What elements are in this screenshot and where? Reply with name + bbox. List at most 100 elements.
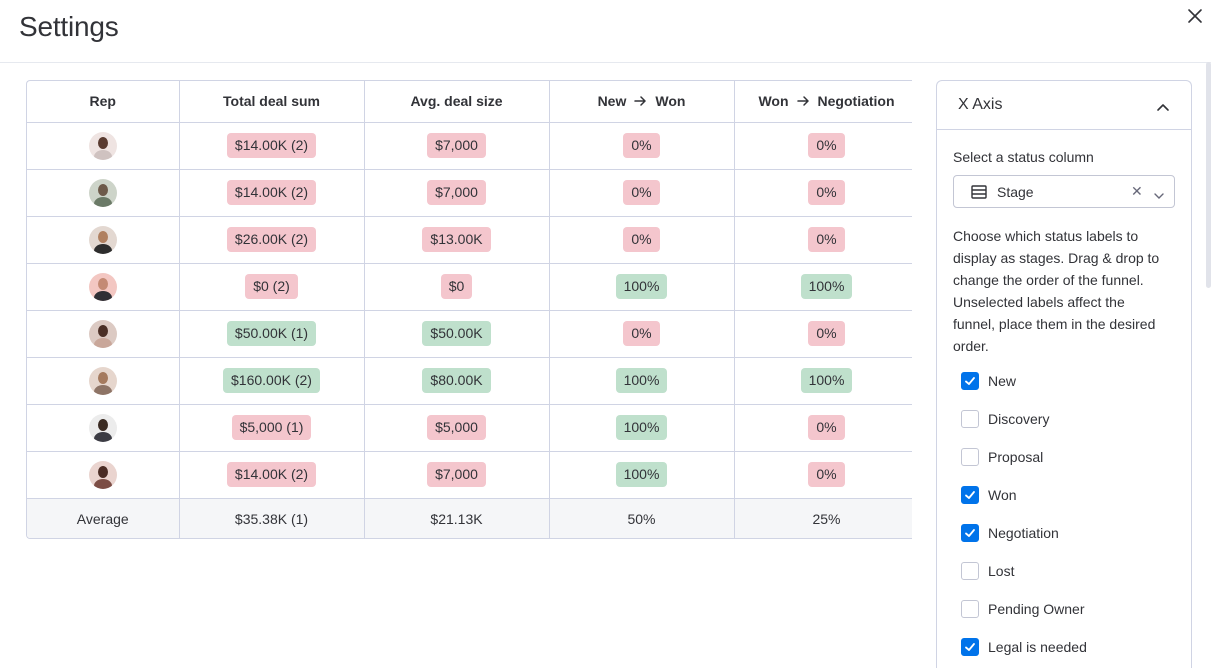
new-to-won-cell: 0%	[549, 122, 735, 170]
stage-option-won[interactable]: Won	[961, 485, 1017, 505]
stage-option-discovery[interactable]: Discovery	[961, 409, 1049, 429]
checkmark-icon	[965, 491, 975, 499]
table-row: $50.00K (1) $50.00K 0% 0%	[27, 310, 912, 358]
avatar[interactable]	[88, 413, 117, 442]
option-label: Discovery	[988, 411, 1050, 427]
avatar[interactable]	[88, 366, 117, 395]
total-deal-sum-cell: $160.00K (2)	[179, 357, 365, 405]
conversion-badge: 0%	[808, 227, 845, 252]
from-stage-label: New	[597, 92, 627, 109]
rep-cell	[27, 357, 180, 405]
stage-option-new[interactable]: New	[961, 371, 1016, 391]
avg-deal-size-cell: $5,000	[364, 404, 550, 452]
new-to-won-cell: 0%	[549, 310, 735, 358]
avatar[interactable]	[88, 225, 117, 254]
stage-option-negotiation[interactable]: Negotiation	[961, 523, 1059, 543]
won-to-negotiation-cell: 0%	[734, 122, 912, 170]
avg-deal-size-cell: $80.00K	[364, 357, 550, 405]
total-deal-sum-cell: $14.00K (2)	[179, 451, 365, 499]
total-deal-sum-badge: $160.00K (2)	[223, 368, 320, 393]
avatar[interactable]	[88, 460, 117, 489]
conversion-badge: 0%	[808, 415, 845, 440]
chevron-down-icon[interactable]	[1154, 187, 1164, 205]
stage-option-proposal[interactable]: Proposal	[961, 447, 1043, 467]
avg-deal-size-badge: $7,000	[427, 462, 486, 487]
avatar[interactable]	[88, 319, 117, 348]
table-row: $0 (2) $0 100% 100%	[27, 263, 912, 311]
table-row: $14.00K (2) $7,000 0% 0%	[27, 169, 912, 217]
table-row: $26.00K (2) $13.00K 0% 0%	[27, 216, 912, 264]
total-deal-sum-cell: $50.00K (1)	[179, 310, 365, 358]
table-icon	[971, 185, 987, 204]
x-axis-panel: X Axis Select a status column Stage ✕ Ch…	[936, 80, 1192, 668]
rep-cell	[27, 122, 180, 170]
avg-deal-size-cell: $50.00K	[364, 310, 550, 358]
avg-deal-size-cell: $13.00K	[364, 216, 550, 264]
to-stage-label: Won	[655, 92, 686, 109]
checkbox[interactable]	[961, 448, 979, 466]
table-row: $14.00K (2) $7,000 100% 0%	[27, 451, 912, 499]
new-to-won-cell: 0%	[549, 169, 735, 217]
won-to-negotiation-cell: 0%	[734, 451, 912, 499]
checkbox[interactable]	[961, 524, 979, 542]
avatar[interactable]	[88, 272, 117, 301]
checkmark-icon	[965, 529, 975, 537]
avatar[interactable]	[88, 131, 117, 160]
total-deal-sum-badge: $0 (2)	[245, 274, 298, 299]
new-to-won-cell: 100%	[549, 404, 735, 452]
rep-cell	[27, 169, 180, 217]
rep-cell	[27, 404, 180, 452]
checkbox[interactable]	[961, 600, 979, 618]
conversion-badge: 0%	[623, 180, 660, 205]
conversion-badge: 0%	[808, 321, 845, 346]
conversion-badge: 100%	[615, 274, 668, 299]
checkbox[interactable]	[961, 562, 979, 580]
option-label: Proposal	[988, 449, 1044, 465]
stage-option-pending-owner[interactable]: Pending Owner	[961, 599, 1085, 619]
avg-deal-size-badge: $13.00K	[422, 227, 491, 252]
avg-deal-size-badge: $80.00K	[422, 368, 491, 393]
avg-deal-size-cell: $7,000	[364, 169, 550, 217]
clear-icon[interactable]: ✕	[1131, 183, 1143, 199]
checkbox[interactable]	[961, 486, 979, 504]
avg-deal-size-cell: $7,000	[364, 122, 550, 170]
stage-option-legal-is-needed[interactable]: Legal is needed	[961, 637, 1087, 657]
funnel-table: Rep Total deal sum Avg. deal size New Won…	[26, 80, 912, 539]
won-to-negotiation-cell: 0%	[734, 216, 912, 264]
avg-deal-size-badge: $0	[440, 274, 473, 299]
stage-description: Choose which status labels to display as…	[953, 228, 1160, 354]
status-column-select[interactable]: Stage ✕	[953, 175, 1175, 208]
conversion-badge: 0%	[808, 133, 845, 158]
option-label: New	[988, 373, 1017, 389]
stage-option-lost[interactable]: Lost	[961, 561, 1014, 581]
from-stage-label: Won	[758, 92, 789, 109]
scrollbar[interactable]	[1206, 62, 1211, 288]
checkbox[interactable]	[961, 372, 979, 390]
arrow-right-icon	[634, 94, 647, 110]
checkbox[interactable]	[961, 638, 979, 656]
close-icon[interactable]	[1184, 5, 1206, 27]
new-to-won-cell: 0%	[549, 216, 735, 264]
conversion-badge: 100%	[800, 274, 853, 299]
option-label: Won	[988, 487, 1017, 503]
checkbox[interactable]	[961, 410, 979, 428]
checkmark-icon	[965, 643, 975, 651]
x-axis-panel-header[interactable]: X Axis	[937, 81, 1191, 130]
total-deal-sum-badge: $14.00K (2)	[226, 180, 317, 205]
table-row: $5,000 (1) $5,000 100% 0%	[27, 404, 912, 452]
avatar[interactable]	[88, 178, 117, 207]
average-total: $35.38K (1)	[179, 498, 365, 538]
total-deal-sum-cell: $5,000 (1)	[179, 404, 365, 452]
average-row: Average $35.38K (1) $21.13K 50% 25%	[27, 498, 912, 538]
won-to-negotiation-cell: 0%	[734, 404, 912, 452]
conversion-badge: 0%	[808, 462, 845, 487]
total-deal-sum-badge: $26.00K (2)	[226, 227, 317, 252]
total-deal-sum-cell: $14.00K (2)	[179, 122, 365, 170]
won-to-negotiation-cell: 100%	[734, 263, 912, 311]
select-value: Stage	[997, 184, 1034, 200]
chevron-up-icon[interactable]	[1156, 99, 1170, 117]
option-label: Negotiation	[988, 525, 1059, 541]
modal-header: Settings	[0, 0, 1211, 63]
total-deal-sum-cell: $26.00K (2)	[179, 216, 365, 264]
option-label: Legal is needed	[988, 639, 1087, 655]
